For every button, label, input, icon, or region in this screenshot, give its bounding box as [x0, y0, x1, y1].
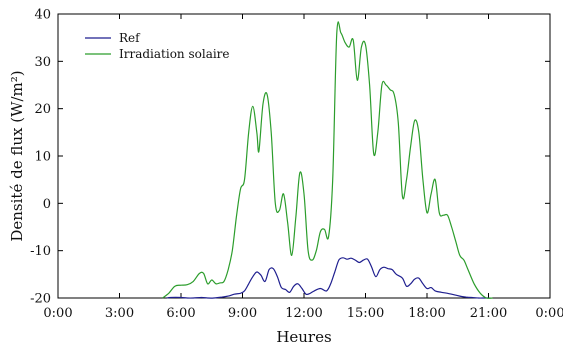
x-tick-label: 3:00: [105, 306, 134, 321]
series-irradiation-line: [162, 21, 493, 299]
y-axis-ticks: -20 -10 0 10 20 30 40: [30, 8, 550, 307]
x-axis-ticks: 0:00 3:00 6:00 9:00 12:00 15:00 18:00 21:00 0:00: [43, 14, 563, 321]
series-ref-line: [166, 257, 489, 299]
x-tick-label: 0:00: [43, 306, 72, 321]
y-tick-label: 20: [34, 102, 51, 117]
y-tick-label: 10: [34, 150, 51, 165]
x-tick-label: 15:00: [347, 306, 384, 321]
y-tick-label: -10: [30, 244, 51, 259]
legend: Ref Irradiation solaire: [85, 31, 230, 61]
x-tick-label: 0:00: [535, 306, 563, 321]
y-tick-label: 0: [43, 197, 51, 212]
y-tick-label: 30: [34, 55, 51, 70]
y-tick-label: -20: [30, 292, 51, 307]
x-tick-label: 21:00: [470, 306, 507, 321]
series-layer: [162, 21, 493, 299]
y-tick-label: 40: [34, 8, 51, 23]
x-tick-label: 6:00: [166, 306, 195, 321]
legend-label-ref: Ref: [119, 31, 141, 45]
y-axis-label: Densité de flux (W/m²): [8, 70, 26, 241]
x-tick-label: 12:00: [285, 306, 322, 321]
x-tick-label: 9:00: [228, 306, 257, 321]
x-tick-label: 18:00: [408, 306, 445, 321]
legend-label-irradiation: Irradiation solaire: [119, 47, 230, 61]
x-axis-label: Heures: [276, 328, 331, 346]
